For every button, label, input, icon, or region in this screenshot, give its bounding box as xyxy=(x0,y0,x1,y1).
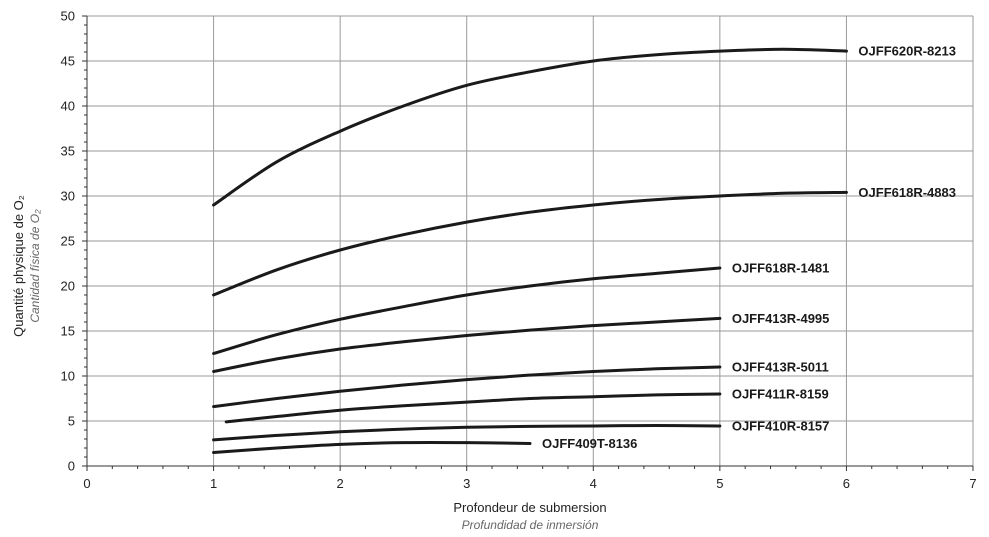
series-line-ojff411r-8159 xyxy=(224,392,722,424)
series-labels: OJFF620R-8213 OJFF618R-4883 OJFF618R-1481 O… xyxy=(542,44,956,451)
x-tick-label: 2 xyxy=(337,476,344,491)
y-tick-label: 10 xyxy=(61,369,75,384)
series-line-ojff409t-8136 xyxy=(212,440,532,454)
axes xyxy=(82,15,974,471)
y-tick-label: 30 xyxy=(61,189,75,204)
series-lines xyxy=(212,47,848,454)
x-axis-title-alt: Profundidad de inmersión xyxy=(462,518,599,532)
series-label-ojff618r-1481: OJFF618R-1481 xyxy=(732,261,830,276)
series-line-ojff618r-1481 xyxy=(212,266,722,355)
y-tick-label: 50 xyxy=(61,9,75,24)
y-tick-label: 0 xyxy=(68,459,75,474)
y-axis-title: Quantité physique de O₂ xyxy=(11,195,26,337)
series-label-ojff618r-4883: OJFF618R-4883 xyxy=(858,185,956,200)
y-axis-title-alt: Cantidad física de O₂ xyxy=(28,209,42,323)
series-label-ojff410r-8157: OJFF410R-8157 xyxy=(732,418,830,433)
y-tick-label: 5 xyxy=(68,414,75,429)
y-tick-label: 35 xyxy=(61,144,75,159)
series-line-ojff410r-8157 xyxy=(212,423,722,442)
y-tick-label: 15 xyxy=(61,324,75,339)
series-label-ojff620r-8213: OJFF620R-8213 xyxy=(858,44,956,59)
x-tick-label: 4 xyxy=(590,476,597,491)
series-line-ojff620r-8213 xyxy=(212,47,848,207)
series-label-ojff411r-8159: OJFF411R-8159 xyxy=(732,387,829,402)
series-line-ojff413r-5011 xyxy=(212,365,722,409)
x-tick-label: 6 xyxy=(843,476,850,491)
x-tick-label: 1 xyxy=(210,476,217,491)
y-tick-label: 20 xyxy=(61,279,75,294)
x-tick-label: 3 xyxy=(463,476,470,491)
x-tick-label: 5 xyxy=(716,476,723,491)
series-label-ojff413r-5011: OJFF413R-5011 xyxy=(732,360,829,375)
y-tick-label: 40 xyxy=(61,99,75,114)
y-tick-label: 45 xyxy=(61,54,75,69)
y-tick-label: 25 xyxy=(61,234,75,249)
x-axis-title: Profondeur de submersion xyxy=(453,500,606,515)
series-label-ojff409t-8136: OJFF409T-8136 xyxy=(542,436,637,451)
series-line-ojff618r-4883 xyxy=(212,190,848,297)
series-line-ojff413r-4995 xyxy=(212,316,722,373)
x-tick-label: 0 xyxy=(83,476,90,491)
series-label-ojff413r-4995: OJFF413R-4995 xyxy=(732,311,830,326)
x-tick-label: 7 xyxy=(969,476,976,491)
